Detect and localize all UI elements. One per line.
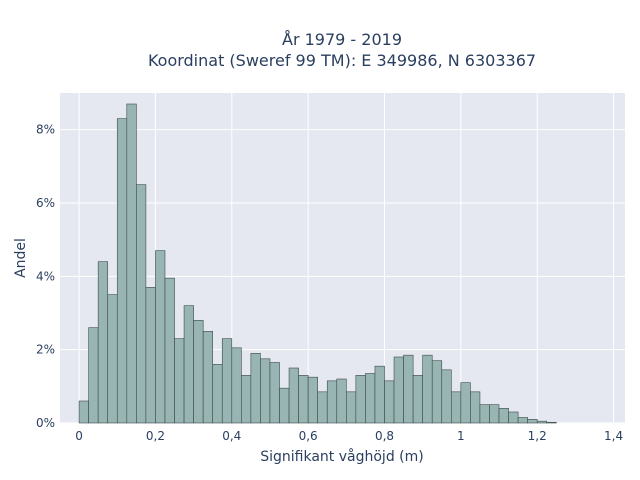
bar-layer — [78, 103, 557, 424]
histogram-bar — [221, 338, 233, 424]
y-tick-label: 4% — [36, 269, 55, 283]
x-tick-label: 0,8 — [375, 429, 394, 443]
histogram-bar — [288, 367, 299, 424]
histogram-bar — [365, 373, 376, 424]
histogram-bar — [174, 338, 185, 424]
y-axis-title: Andel — [13, 238, 29, 278]
histogram-bar — [355, 375, 366, 424]
histogram-bar — [145, 287, 156, 424]
x-tick-label: 0 — [75, 429, 83, 443]
histogram-bar — [250, 353, 261, 424]
histogram-bar — [298, 375, 309, 424]
histogram-bar — [527, 419, 538, 424]
histogram-bar — [470, 391, 481, 424]
histogram-bar — [451, 391, 462, 424]
histogram-bar — [403, 354, 414, 424]
histogram-bar — [241, 375, 252, 424]
histogram-bar — [393, 356, 404, 424]
histogram-bar — [136, 184, 147, 424]
histogram-bar — [431, 360, 443, 424]
x-axis-title: Signifikant våghöjd (m) — [260, 448, 423, 465]
histogram-bar — [164, 277, 175, 424]
histogram-bar — [412, 375, 423, 424]
histogram-bar — [78, 400, 89, 424]
x-tick-label: 0,4 — [222, 429, 241, 443]
histogram-bar — [116, 118, 128, 424]
histogram-bar — [107, 294, 118, 424]
histogram-bar — [498, 408, 509, 424]
histogram-bar — [231, 347, 242, 424]
histogram-bar — [441, 369, 452, 424]
histogram-bar — [97, 261, 109, 424]
y-tick-label: 0% — [36, 416, 55, 430]
histogram-bar — [317, 391, 328, 424]
histogram-bar — [326, 380, 338, 424]
histogram-bar — [279, 387, 290, 424]
histogram-bar — [460, 382, 471, 424]
histogram-bar — [202, 331, 214, 424]
histogram-bar — [546, 421, 557, 424]
histogram-bar — [88, 327, 99, 424]
histogram-bar — [489, 404, 500, 424]
x-tick-label: 1,4 — [604, 429, 623, 443]
x-tick-label: 1 — [457, 429, 465, 443]
histogram-bar — [384, 380, 395, 424]
x-tick-label: 1,2 — [528, 429, 547, 443]
chart-title-line-1: År 1979 - 2019 — [282, 30, 402, 49]
histogram-bar — [536, 420, 548, 424]
histogram-bar — [336, 378, 347, 424]
histogram-bar — [508, 411, 519, 424]
histogram-bar — [422, 354, 433, 424]
histogram-bar — [307, 376, 318, 424]
y-tick-label: 2% — [36, 343, 55, 357]
histogram-bar — [183, 305, 194, 424]
chart-title-line-2: Koordinat (Sweref 99 TM): E 349986, N 63… — [148, 51, 536, 70]
y-tick-label: 8% — [36, 123, 55, 137]
x-tick-label: 0,6 — [299, 429, 318, 443]
histogram-bar — [517, 417, 528, 424]
y-tick-label: 6% — [36, 196, 55, 210]
histogram-bar — [260, 358, 271, 424]
histogram-bar — [126, 103, 137, 424]
histogram-bar — [374, 365, 385, 424]
histogram-bar — [269, 362, 280, 424]
histogram-bar — [346, 391, 357, 424]
x-tick-label: 0,2 — [146, 429, 165, 443]
tick-layer: 0 0,2 0,4 0,6 0,8 1 1,2 1,4 0% 2% 4% 6% 8% — [36, 123, 623, 443]
histogram-bar — [479, 404, 490, 424]
histogram-bar — [155, 250, 166, 424]
histogram-bar — [212, 364, 223, 424]
histogram-bar — [193, 320, 204, 424]
